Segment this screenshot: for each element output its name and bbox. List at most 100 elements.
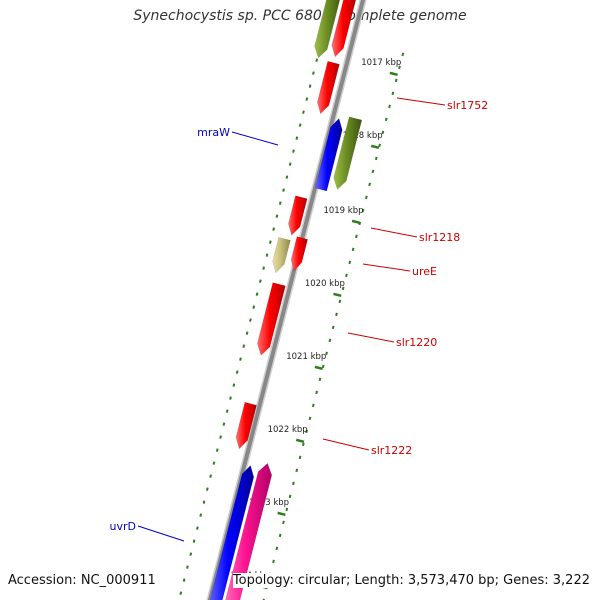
kbp-tick-mark — [389, 71, 398, 77]
outer-tick-dash — [252, 305, 256, 309]
outer-tick-dash — [179, 591, 183, 595]
outer-tick-dash — [255, 292, 259, 296]
inner-tick-dash — [331, 325, 335, 330]
kbp-tick-label: 1017 kbp — [361, 58, 401, 68]
accession-text: Accession: NC_000911 — [8, 573, 156, 588]
outer-tick-dash — [272, 227, 275, 231]
kbp-tick-label: 1023 kbp — [249, 498, 289, 508]
inner-tick-dash — [318, 377, 322, 382]
topology-text: Topology: circular; Length: 3,573,470 bp… — [232, 573, 590, 588]
outer-tick-dash — [312, 71, 315, 75]
outer-tick-dash — [229, 396, 232, 400]
inner-tick-dash — [398, 65, 401, 70]
outer-tick-dash — [295, 136, 299, 140]
outer-tick-dash — [225, 409, 229, 413]
outer-tick-dash — [242, 344, 246, 348]
inner-tick-dash — [345, 273, 348, 278]
inner-tick-dash — [295, 468, 299, 473]
inner-tick-dash — [368, 182, 372, 187]
gene-arrow-pink[interactable] — [222, 462, 273, 600]
kbp-tick-mark — [351, 219, 361, 225]
gene-label-slr1222[interactable]: slr1222 — [371, 444, 412, 457]
outer-tick-dash — [245, 331, 249, 335]
gene-label-slr1752[interactable]: slr1752 — [447, 99, 488, 112]
inner-tick-dash — [278, 533, 282, 538]
outer-tick-dash — [199, 513, 203, 517]
inner-tick-dash — [288, 494, 292, 499]
gene-arrow-slr1752[interactable] — [316, 60, 340, 115]
gene-arrow-small[interactable] — [290, 236, 309, 272]
inner-tick-dash — [315, 390, 318, 395]
outer-tick-dash — [182, 578, 186, 582]
gene-arrow-uvrD[interactable] — [207, 464, 255, 600]
outer-tick-dash — [288, 162, 292, 166]
inner-tick-dash — [298, 455, 302, 460]
gene-arrow-slr1220[interactable] — [256, 282, 286, 356]
outer-tick-dash — [215, 448, 219, 452]
gene-arrow-slr1218[interactable] — [288, 195, 308, 236]
outer-tick-dash — [262, 266, 266, 270]
outer-tick-dash — [232, 383, 236, 387]
gene-label-leader — [231, 131, 279, 146]
outer-tick-dash — [219, 435, 222, 439]
outer-tick-dash — [292, 149, 295, 153]
gene-label-leader — [137, 525, 185, 542]
gene-label-uvrD[interactable]: uvrD — [110, 520, 136, 533]
inner-tick-dash — [311, 403, 315, 408]
inner-tick-dash — [305, 429, 309, 434]
outer-tick-dash — [186, 565, 189, 569]
inner-tick-dash — [308, 416, 312, 421]
outer-tick-dash — [249, 318, 252, 322]
gene-label-slr1220[interactable]: slr1220 — [396, 336, 437, 349]
inner-tick-dash — [338, 299, 342, 304]
gene-arrow-mraW[interactable] — [314, 117, 343, 192]
gene-arrow-slr1222[interactable] — [235, 401, 257, 450]
inner-tick-dash — [341, 286, 345, 291]
inner-tick-dash — [378, 143, 381, 148]
gene-label-leader — [396, 97, 446, 106]
gene-arrow-olive-top[interactable] — [314, 0, 343, 59]
gene-arrow-olive-mraW[interactable] — [333, 116, 363, 190]
kbp-tick-label: 1020 kbp — [305, 279, 345, 289]
gene-arrow-partial-top[interactable] — [331, 0, 357, 58]
kbp-tick-mark — [295, 438, 305, 444]
kbp-tick-mark — [314, 365, 323, 371]
gene-label-mraW[interactable]: mraW — [197, 126, 230, 139]
gene-label-leader — [362, 263, 411, 272]
outer-tick-dash — [209, 474, 212, 478]
outer-tick-dash — [265, 253, 269, 257]
kbp-tick-label: 1018 kbp — [343, 131, 383, 141]
inner-tick-dash — [355, 234, 358, 239]
gene-arrow-ureE[interactable] — [272, 236, 291, 274]
inner-tick-dash — [325, 351, 328, 356]
outer-tick-dash — [285, 175, 289, 179]
outer-tick-dash — [275, 214, 279, 218]
inner-tick-dash — [351, 247, 355, 252]
inner-tick-dash — [361, 208, 365, 213]
inner-tick-dash — [401, 52, 405, 57]
outer-tick-dash — [268, 240, 272, 244]
gene-label-slr1218[interactable]: slr1218 — [419, 231, 460, 244]
outer-tick-dash — [189, 552, 193, 556]
inner-tick-dash — [348, 260, 352, 265]
outer-tick-dash — [308, 84, 312, 88]
outer-tick-dash — [202, 500, 206, 504]
outer-tick-dash — [222, 422, 226, 426]
inner-tick-dash — [285, 507, 289, 512]
inner-tick-dash — [364, 195, 368, 200]
kbp-tick-label: 1021 kbp — [286, 352, 326, 362]
inner-tick-dash — [384, 117, 388, 122]
map-title: Synechocystis sp. PCC 6803, complete gen… — [133, 8, 467, 24]
gene-label-leader — [370, 227, 418, 238]
inner-tick-dash — [275, 546, 279, 551]
gene-label-leader — [347, 332, 395, 343]
inner-tick-dash — [388, 104, 391, 109]
inner-tick-dash — [282, 520, 285, 525]
gene-label-ureE[interactable]: ureE — [412, 265, 437, 278]
inner-tick-dash — [321, 364, 325, 369]
inner-tick-dash — [272, 559, 275, 564]
outer-tick-dash — [239, 357, 242, 361]
outer-tick-dash — [259, 279, 262, 283]
inner-tick-dash — [328, 338, 332, 343]
